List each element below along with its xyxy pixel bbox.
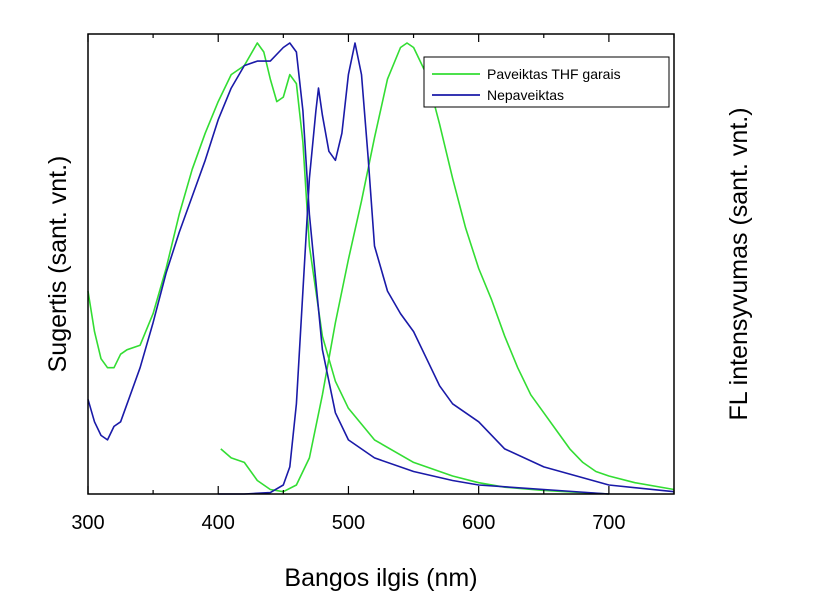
- x-axis-ticks: [87, 34, 675, 494]
- legend-label-paveiktas: Paveiktas THF garais: [487, 66, 621, 82]
- legend: Paveiktas THF garais Nepaveiktas: [423, 56, 670, 108]
- plot-frame: [87, 33, 675, 495]
- x-tick-label: 600: [462, 512, 495, 534]
- legend-box: [423, 56, 670, 108]
- series-line-nepaveiktas-absorption: [87, 42, 609, 495]
- x-axis-label: Bangos ilgis (nm): [284, 564, 477, 592]
- y-axis-label-right: FL intensyvumas (sant. vnt.): [725, 107, 753, 420]
- x-tick-label: 500: [332, 512, 365, 534]
- y-axis-label-left: Sugertis (sant. vnt.): [44, 156, 72, 373]
- x-tick-label: 400: [202, 512, 235, 534]
- plot-curves: [87, 42, 675, 495]
- series-line-nepaveiktas-fluorescence: [218, 42, 675, 495]
- legend-label-nepaveiktas: Nepaveiktas: [487, 87, 564, 103]
- x-axis-tick-labels: 300 400 500 600 700: [71, 512, 625, 534]
- x-tick-label: 700: [592, 512, 625, 534]
- series-line-paveiktas-fluorescence: [220, 42, 675, 493]
- series-line-paveiktas-absorption: [87, 42, 609, 495]
- x-tick-label: 300: [71, 512, 104, 534]
